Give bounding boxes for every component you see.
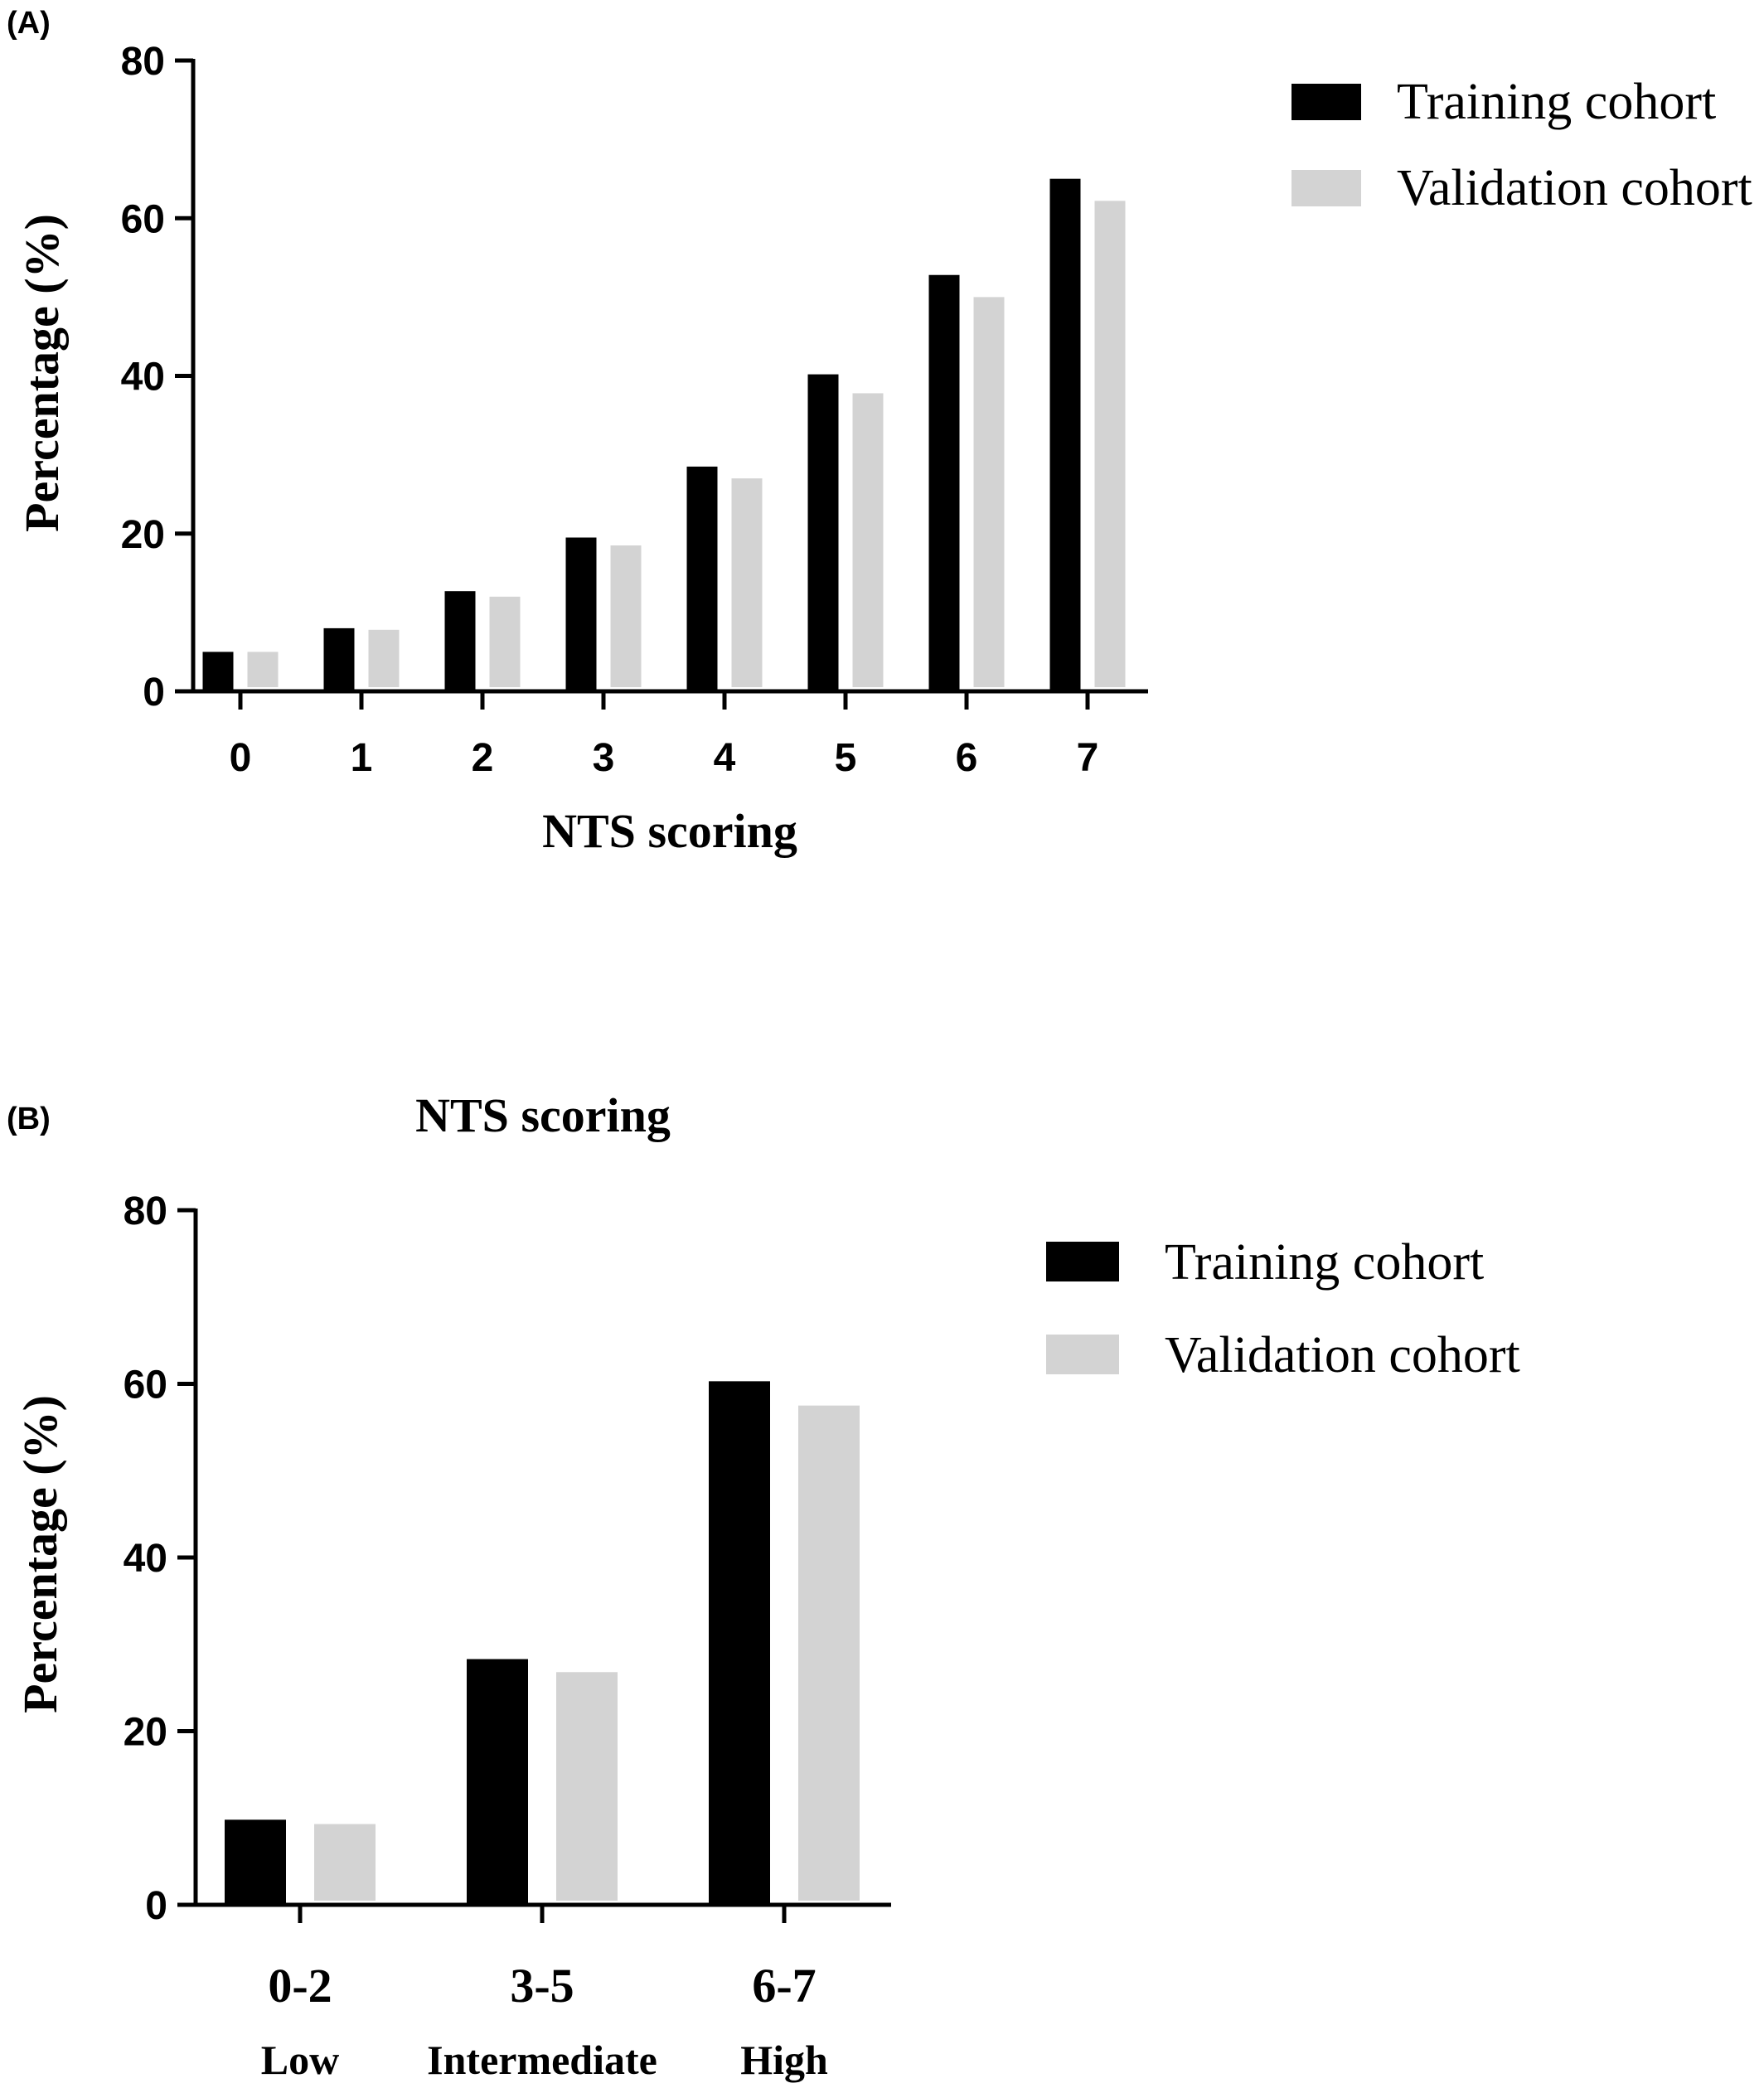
panel-a-bar-training — [323, 627, 355, 691]
panel-a-legend-validation: Validation cohort — [1397, 160, 1752, 216]
panel-b-y-tick-label: 80 — [124, 1189, 167, 1233]
panel-a-chart: (A) 0 20 40 60 80 0 1 2 3 4 5 6 7 Percentage (%) NT… — [7, 6, 1752, 858]
panel-a-x-tick-label: 1 — [351, 736, 373, 780]
panel-b-y-tick-label: 40 — [124, 1537, 167, 1581]
panel-a-bar-validation — [247, 652, 279, 687]
panel-a-bar-training — [1049, 178, 1081, 691]
panel-b-bar-validation — [798, 1405, 860, 1901]
panel-b-y-ticks: 0 20 40 60 80 — [124, 1189, 196, 1928]
panel-a-y-ticks: 0 20 40 60 80 — [121, 40, 193, 715]
panel-a-bar-training — [444, 591, 476, 691]
panel-a-y-tick-label: 40 — [121, 356, 165, 400]
panel-b-legend: Training cohort Validation cohort — [1046, 1234, 1520, 1383]
panel-b-x-ticks: 0-2 Low 3-5 Intermediate 6-7 High — [261, 1905, 828, 2083]
panel-b-legend-swatch-training — [1046, 1242, 1119, 1281]
panel-a-x-tick-label: 6 — [956, 736, 978, 780]
panel-a-bar-validation — [731, 478, 763, 687]
panel-a-x-tick-label: 3 — [593, 736, 615, 780]
panel-a-y-tick-label: 60 — [121, 197, 165, 241]
panel-a-bars — [202, 178, 1126, 691]
panel-a-x-tick-label: 7 — [1077, 736, 1099, 780]
panel-b-y-axis-title: Percentage (%) — [13, 1395, 67, 1713]
panel-a-bar-validation — [973, 297, 1005, 687]
panel-b-bar-training — [467, 1659, 528, 1905]
panel-a-y-axis-title: Percentage (%) — [15, 214, 69, 532]
panel-a-bar-training — [807, 374, 839, 691]
panel-b-bar-training — [225, 1819, 286, 1905]
panel-a-y-tick-label: 0 — [143, 671, 165, 715]
panel-a-bar-validation — [852, 393, 884, 687]
panel-b-legend-swatch-validation — [1046, 1335, 1119, 1374]
panel-b-legend-validation: Validation cohort — [1165, 1327, 1520, 1383]
panel-a-legend: Training cohort Validation cohort — [1292, 74, 1752, 216]
panel-b-bar-training — [709, 1381, 770, 1905]
panel-b-bar-validation — [556, 1672, 618, 1901]
panel-a-x-tick-label: 0 — [230, 736, 252, 780]
panel-b-x-sub-label: High — [740, 2037, 828, 2083]
panel-b-x-tick-label: 0-2 — [268, 1959, 332, 2013]
panel-a-bar-validation — [368, 629, 400, 687]
panel-a-bar-validation — [489, 596, 521, 687]
panel-a-legend-swatch-validation — [1292, 170, 1361, 206]
panel-a-legend-swatch-training — [1292, 84, 1361, 120]
panel-a-x-tick-label: 4 — [714, 736, 736, 780]
panel-b-x-sub-label: Intermediate — [427, 2037, 657, 2083]
panel-a-bar-training — [686, 466, 718, 691]
panel-a-bar-training — [928, 274, 960, 691]
panel-b-x-sub-label: Low — [261, 2037, 339, 2083]
panel-b-y-tick-label: 20 — [124, 1711, 167, 1755]
panel-a-bar-training — [565, 537, 597, 691]
panel-b-label: (B) — [7, 1102, 51, 1136]
panel-a-bar-training — [202, 652, 234, 691]
panel-b-x-tick-label: 3-5 — [510, 1959, 574, 2013]
panel-b-chart-title: NTS scoring — [415, 1088, 671, 1142]
panel-b-y-tick-label: 60 — [124, 1364, 167, 1407]
panel-a-label: (A) — [7, 6, 51, 41]
panel-a-legend-training: Training cohort — [1397, 74, 1716, 130]
panel-a-y-tick-label: 20 — [121, 513, 165, 557]
panel-a-y-tick-label: 80 — [121, 40, 165, 84]
panel-a-x-tick-label: 2 — [472, 736, 494, 780]
panel-b-legend-training: Training cohort — [1165, 1234, 1484, 1291]
panel-a-bar-validation — [610, 545, 642, 687]
panel-a-x-tick-label: 5 — [835, 736, 857, 780]
panel-b-bar-validation — [314, 1824, 376, 1901]
panel-b-bars — [225, 1381, 860, 1905]
panel-b-chart: (B) NTS scoring 0 20 40 60 80 0-2 Low 3-5 Inter… — [7, 1088, 1520, 2083]
panel-a-x-ticks: 0 1 2 3 4 5 6 7 — [230, 691, 1099, 780]
panel-b-y-tick-label: 0 — [145, 1884, 167, 1928]
panel-b-x-tick-label: 6-7 — [752, 1959, 816, 2013]
panel-a-bar-validation — [1094, 201, 1126, 687]
panel-a-x-axis-title: NTS scoring — [542, 804, 797, 858]
